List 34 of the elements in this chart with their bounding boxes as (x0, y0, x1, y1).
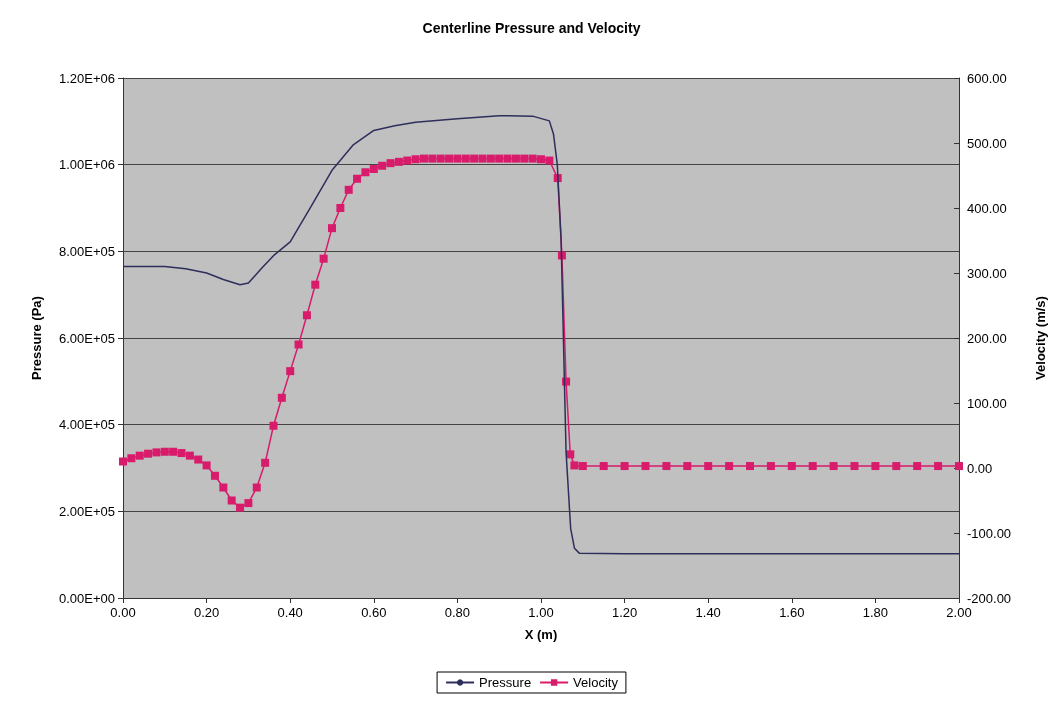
y2-tick-label: 0.00 (967, 460, 993, 476)
x-tick-label: 1.00 (528, 605, 554, 620)
y2-tick-label: 300.00 (967, 265, 1007, 281)
y2-tick-label: 200.00 (967, 330, 1007, 346)
x-tick-label: 2.00 (946, 605, 972, 620)
y-axis-title: Pressure (Pa) (29, 296, 44, 380)
y2-tick-label: 400.00 (967, 200, 1007, 216)
y-tick-label: 4.00E+05 (58, 417, 115, 433)
y2-tick-label: 100.00 (967, 395, 1007, 411)
y2-tick-label: 500.00 (967, 135, 1007, 151)
legend-label: Pressure (479, 675, 532, 690)
y2-tick-label: -100.00 (967, 525, 1012, 541)
x-tick-label: 0.40 (277, 605, 303, 620)
x-tick-label: 0.20 (193, 605, 220, 620)
x-axis-title: X (m) (524, 627, 558, 642)
chart-title: Centerline Pressure and Velocity (422, 20, 641, 36)
x-tick-label: 1.60 (779, 605, 805, 620)
y-tick-label: 2.00E+05 (58, 503, 115, 519)
legend-label: Velocity (573, 675, 619, 690)
y-tick-label: 6.00E+05 (58, 330, 115, 346)
y2-tick-label: 600.00 (967, 70, 1007, 86)
y2-axis-title: Velocity (m/s) (1033, 296, 1048, 380)
line-series (122, 114, 960, 555)
y-tick-label: 1.20E+06 (58, 70, 115, 86)
x-tick-label: 0.60 (361, 605, 387, 620)
x-tick-label: 1.20 (611, 605, 638, 620)
y-tick-label: 8.00E+05 (58, 243, 115, 259)
x-tick-label: 1.40 (695, 605, 721, 620)
y-tick-label: 0.00E+00 (58, 590, 115, 606)
y-tick-label: 1.00E+06 (58, 157, 115, 173)
y2-tick-label: -200.00 (967, 590, 1012, 606)
x-tick-label: 0.80 (444, 605, 471, 620)
x-tick-label: 0.00 (110, 605, 136, 620)
x-tick-label: 1.80 (862, 605, 889, 620)
